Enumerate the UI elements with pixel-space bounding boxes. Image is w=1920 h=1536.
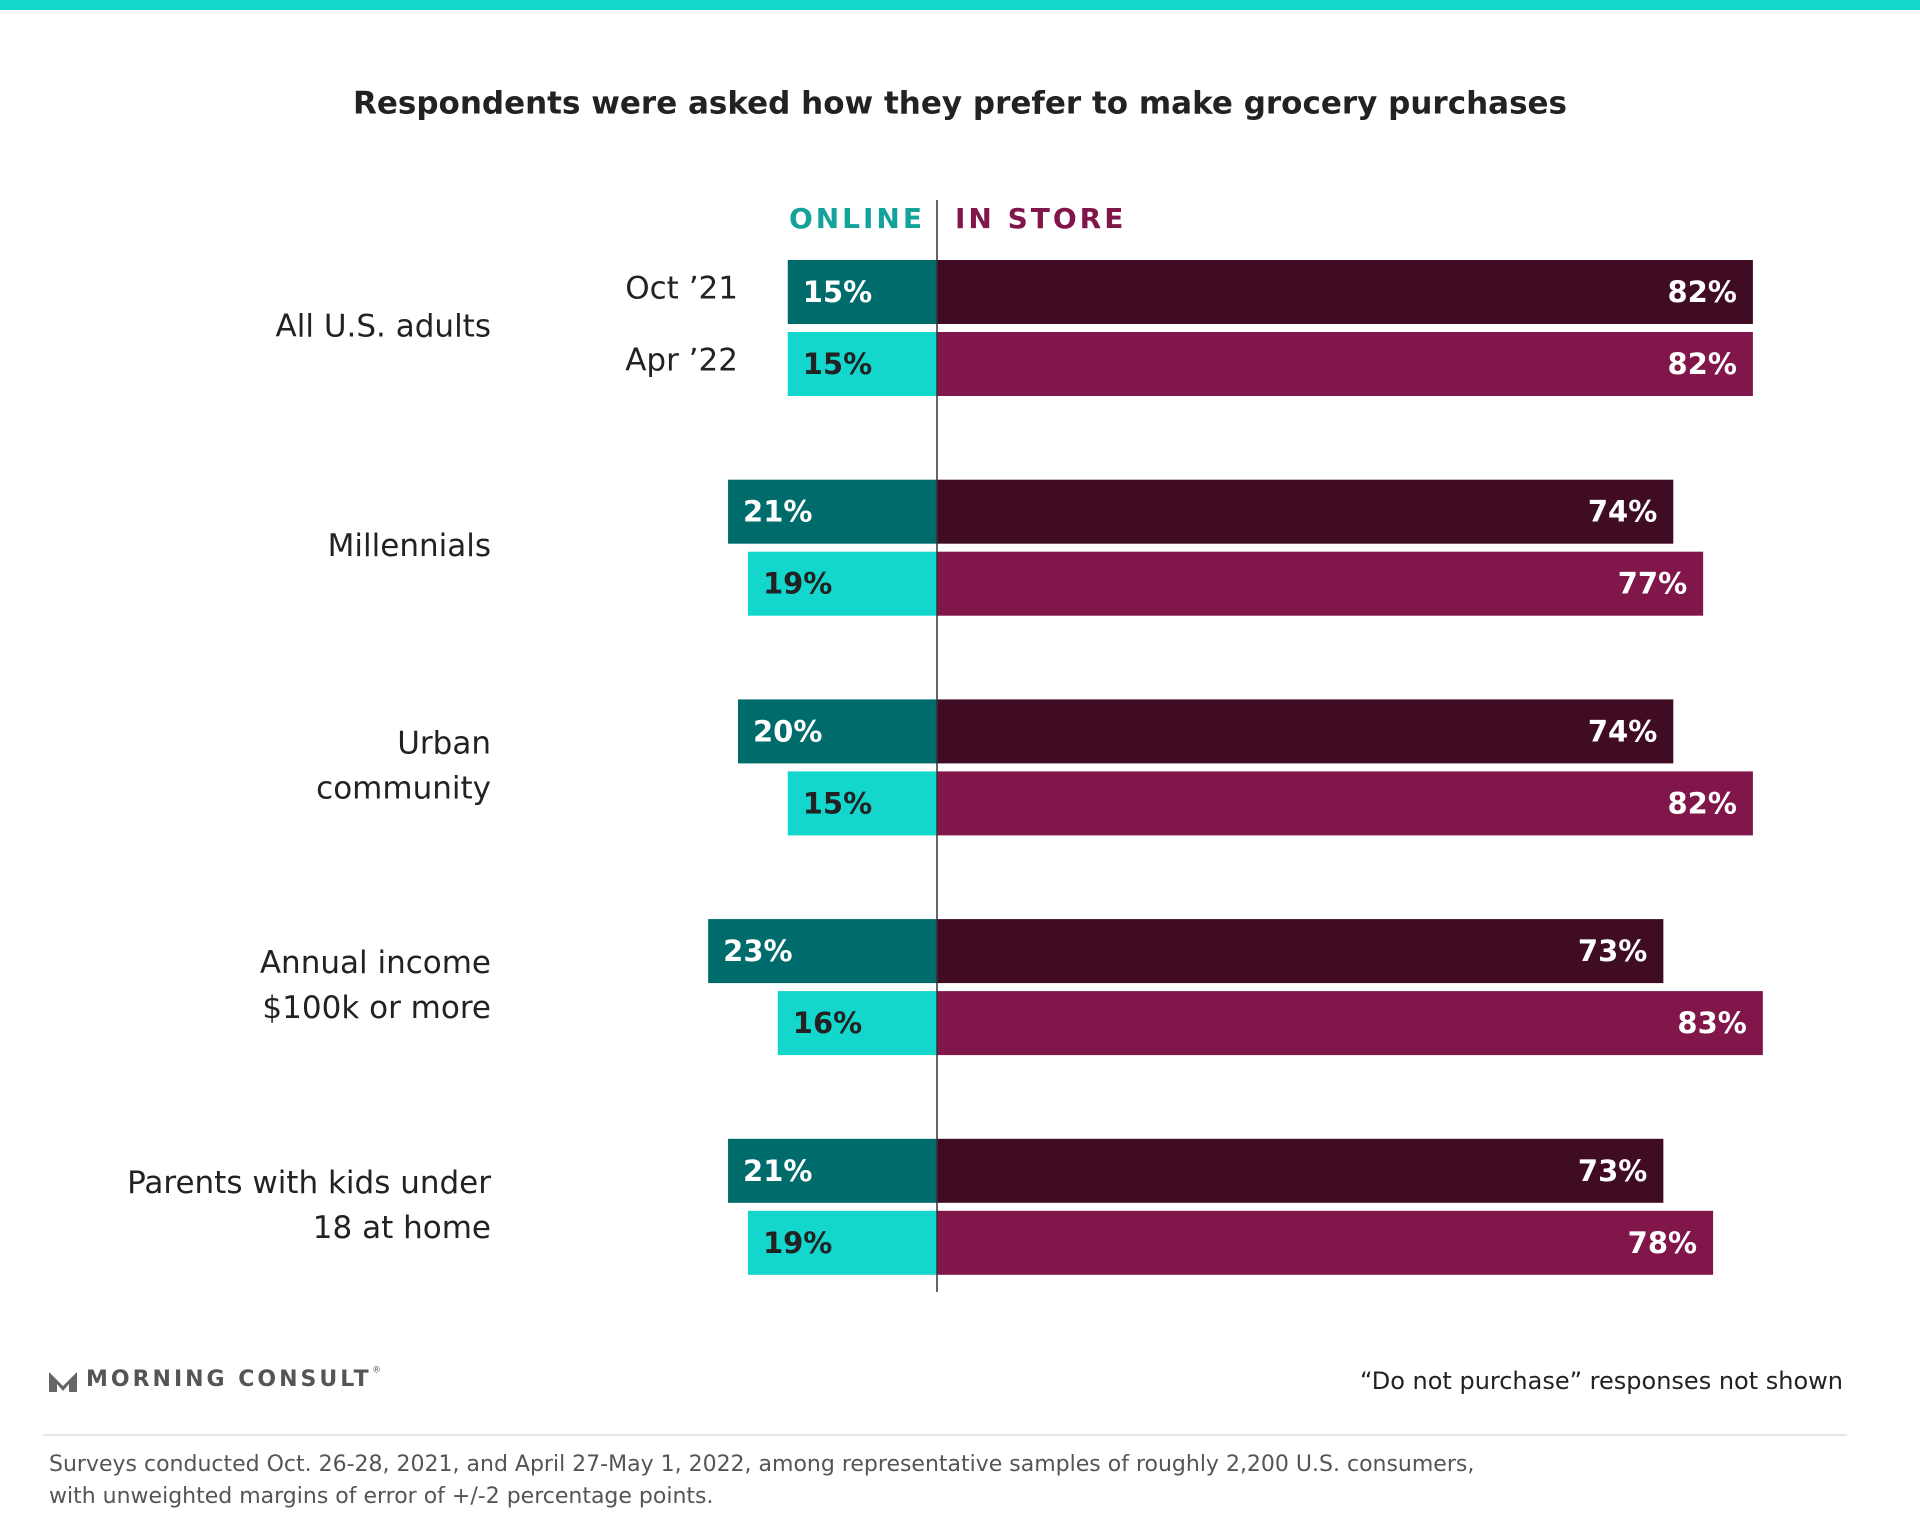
bar — [728, 479, 937, 544]
bar — [937, 332, 1753, 396]
brand-name: MORNING CONSULT — [86, 1367, 372, 1392]
category-label: $100k or more — [262, 990, 491, 1026]
bar — [937, 551, 1704, 616]
value-label: 73% — [1578, 1154, 1647, 1188]
value-label: 82% — [1667, 786, 1736, 820]
value-label: 82% — [1667, 347, 1736, 381]
legend-entry: ONLINE — [789, 202, 925, 235]
value-label: 82% — [1667, 275, 1736, 309]
bar — [787, 332, 937, 396]
brand-mark: ® — [372, 1366, 381, 1376]
legend-entry: IN STORE — [955, 202, 1126, 235]
bar — [937, 699, 1674, 764]
bar — [937, 1138, 1664, 1203]
value-label: 77% — [1618, 567, 1687, 601]
value-label: 73% — [1578, 934, 1647, 968]
value-label: 21% — [743, 495, 812, 529]
bar — [787, 260, 937, 324]
bar — [787, 771, 937, 836]
value-label: 21% — [743, 1154, 812, 1188]
bar — [937, 991, 1763, 1056]
top-band — [0, 0, 1920, 10]
value-label: 19% — [763, 567, 832, 601]
chart-title: Respondents were asked how they prefer t… — [353, 86, 1567, 122]
category-label: 18 at home — [313, 1210, 491, 1246]
value-label: 78% — [1628, 1226, 1697, 1260]
bar — [777, 991, 937, 1056]
bar — [747, 1210, 937, 1275]
value-label: 74% — [1588, 714, 1657, 748]
source-line: with unweighted margins of error of +/-2… — [49, 1484, 714, 1509]
note: “Do not purchase” responses not shown — [1360, 1367, 1843, 1395]
category-label: Millennials — [328, 528, 491, 564]
bar — [937, 479, 1674, 544]
source-line: Surveys conducted Oct. 26-28, 2021, and … — [49, 1452, 1474, 1477]
bar — [937, 771, 1753, 836]
category-label: Annual income — [260, 945, 491, 981]
value-label: 16% — [793, 1006, 862, 1040]
bar — [708, 919, 937, 984]
value-label: 15% — [803, 347, 872, 381]
period-label: Apr ’22 — [625, 343, 738, 379]
bar — [747, 551, 937, 616]
category-label: Parents with kids under — [127, 1165, 491, 1201]
period-label: Oct ’21 — [625, 271, 738, 307]
category-label: All U.S. adults — [276, 309, 491, 345]
bar — [937, 260, 1753, 324]
category-label: Urban — [397, 725, 491, 761]
bar — [937, 919, 1664, 984]
value-label: 19% — [763, 1226, 832, 1260]
value-label: 74% — [1588, 495, 1657, 529]
value-label: 15% — [803, 275, 872, 309]
value-label: 20% — [753, 714, 822, 748]
brand-logo — [49, 1372, 77, 1392]
bar — [937, 1210, 1714, 1275]
value-label: 23% — [723, 934, 792, 968]
bar — [728, 1138, 937, 1203]
value-label: 15% — [803, 786, 872, 820]
category-label: community — [316, 770, 491, 806]
value-label: 83% — [1677, 1006, 1746, 1040]
bar — [738, 699, 937, 764]
